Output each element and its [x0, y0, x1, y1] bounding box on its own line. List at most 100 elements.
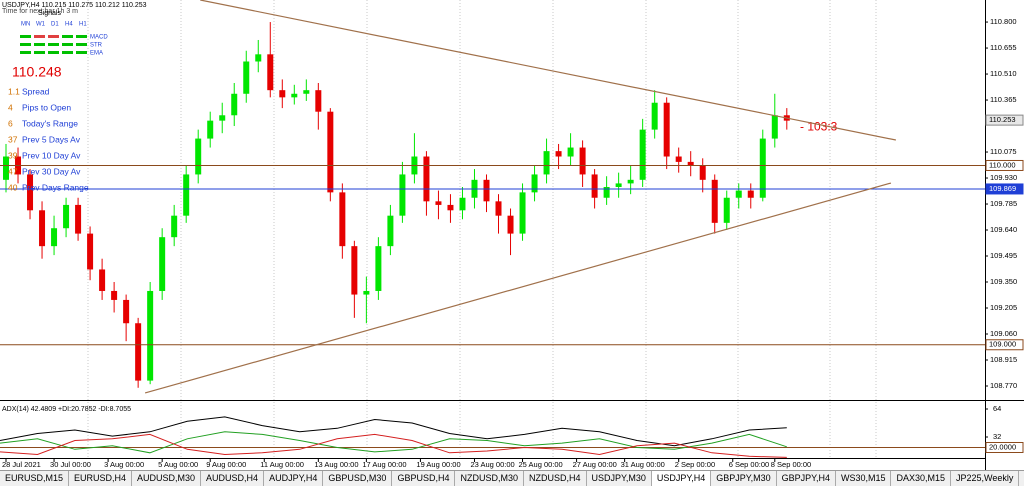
candle-body [327, 111, 334, 193]
candle-body [459, 197, 466, 211]
candle-body [387, 215, 394, 247]
info-label: Prev 30 Day Av [22, 166, 81, 176]
candle-body [3, 156, 10, 180]
chart-tab[interactable]: AUDUSD,H4 [201, 471, 265, 486]
trendline [200, 0, 896, 141]
candle-body [495, 201, 502, 216]
chart-tab[interactable]: USDJPY,H4 [651, 471, 712, 486]
bar-timer: Time for next bar 1h 3 m [2, 8, 78, 15]
indicator-line [0, 433, 787, 458]
y-tick-label: 64 [993, 404, 1001, 413]
y-tick-label: 110.655 [990, 43, 1017, 52]
chart-title: USDJPY,H4 110.215 110.275 110.212 110.25… [2, 2, 147, 9]
y-tick-label: 109.785 [990, 199, 1017, 208]
candle-body [447, 204, 454, 211]
candle-body [603, 186, 610, 198]
signals-title: Signals [38, 10, 61, 17]
chart-tab[interactable]: GBPJPY,M30 [711, 471, 777, 486]
y-tick-label: 110.365 [990, 95, 1017, 104]
candle-body [243, 61, 250, 94]
info-value: 40 [8, 182, 18, 192]
overlay: USDJPY,H4 110.215 110.275 110.212 110.25… [2, 2, 147, 80]
y-tick-label: 109.205 [990, 303, 1017, 312]
candle-body [303, 90, 310, 94]
chart-tab[interactable]: NZDUSD,H4 [524, 471, 587, 486]
info-value: 1.1 [8, 86, 20, 96]
chart-tab[interactable]: EURUSD,M15 [0, 471, 70, 486]
candle-body [267, 54, 274, 91]
level-label-box [985, 159, 1024, 171]
candle-body [363, 290, 370, 295]
candle-body [315, 90, 322, 112]
candle-body [723, 197, 730, 223]
candle-body [63, 204, 70, 229]
candle-body [87, 233, 94, 270]
y-tick-label: 109.495 [990, 251, 1017, 260]
candle-body [231, 93, 238, 116]
candle-body [555, 151, 562, 157]
chart-tab[interactable]: GBPJPY,H4 [777, 471, 836, 486]
chart-tab[interactable]: GBPUSD,H4 [392, 471, 456, 486]
signal-row: EMA [90, 51, 103, 57]
signal-row: STR [90, 43, 103, 49]
chart-tab[interactable]: WS30,M15 [836, 471, 892, 486]
chart-tab[interactable]: JP225,Weekly [951, 471, 1020, 486]
candle-body [435, 201, 442, 205]
info-label: Today's Range [22, 118, 78, 128]
level-label: 110.000 [989, 160, 1016, 169]
candle-body [423, 156, 430, 202]
candle-body [735, 190, 742, 198]
chart-tab[interactable]: GBPUSD,M30 [323, 471, 393, 486]
x-tick-label: 6 Sep 00:00 [729, 460, 769, 469]
candle-body [135, 323, 142, 381]
candle-body [375, 246, 382, 291]
candle-body [111, 290, 118, 300]
x-tick-label: 31 Aug 00:00 [621, 460, 665, 469]
x-tick-label: 25 Aug 00:00 [519, 460, 563, 469]
background [0, 0, 1024, 470]
level-label-box [985, 442, 1024, 453]
y-tick-label: 109.060 [990, 329, 1017, 338]
chart-tab[interactable]: AUDUSD,M30 [132, 471, 202, 486]
info-value: 6 [8, 118, 13, 128]
chart-tab[interactable]: NZDUSD,M30 [455, 471, 524, 486]
info-value: 47 [8, 166, 18, 176]
chart-tab[interactable]: EURUSD,H4 [69, 471, 133, 486]
candle-body [339, 192, 346, 247]
indicator-title: ADX(14) 42.4809 +DI:20.7852 -DI:8.7055 [2, 406, 131, 413]
candle-body [219, 115, 226, 121]
x-tick-label: 8 Sep 00:00 [771, 460, 811, 469]
current-price-readout: 110.248 [12, 64, 62, 80]
level-label-box [985, 183, 1024, 195]
chart-tab[interactable]: DAX30,M15 [891, 471, 952, 486]
candle-body [75, 204, 82, 234]
info-label: Prev Days Range [22, 182, 89, 192]
level-label: 109.000 [989, 340, 1016, 349]
adx-plot: ADX(14) 42.4809 +DI:20.7852 -DI:8.7055 64… [0, 404, 1024, 458]
candle-body [27, 174, 34, 211]
x-tick-label: 30 Jul 00:00 [50, 460, 91, 469]
candle-body [39, 210, 46, 247]
candle-body [147, 290, 154, 381]
x-tick-label: 5 Aug 00:00 [158, 460, 198, 469]
candle-body [627, 179, 634, 184]
chart-tab[interactable]: AUDJPY,H4 [264, 471, 324, 486]
level-label: 20.0000 [989, 442, 1016, 451]
y-tick-label: 108.915 [990, 355, 1017, 364]
candle-body [195, 138, 202, 175]
candle-body [579, 147, 586, 175]
x-tick-label: 9 Aug 00:00 [206, 460, 246, 469]
candle-body [159, 237, 166, 291]
chart-window: 110.800 110.655 110.510 110.365 110.075 109.9… [0, 0, 1024, 470]
y-tick-label: 32 [993, 432, 1001, 441]
info-value: 39 [8, 150, 18, 160]
y-tick-label: 109.350 [990, 277, 1017, 286]
signal-column: H1 [79, 22, 87, 28]
candle-body [279, 90, 286, 98]
candle-body [171, 215, 178, 238]
signal-column: D1 [51, 22, 59, 28]
info-label: Prev 5 Days Av [22, 134, 81, 144]
x-tick-label: 19 Aug 00:00 [416, 460, 460, 469]
chart-tab[interactable]: USDJPY,M30 [587, 471, 652, 486]
